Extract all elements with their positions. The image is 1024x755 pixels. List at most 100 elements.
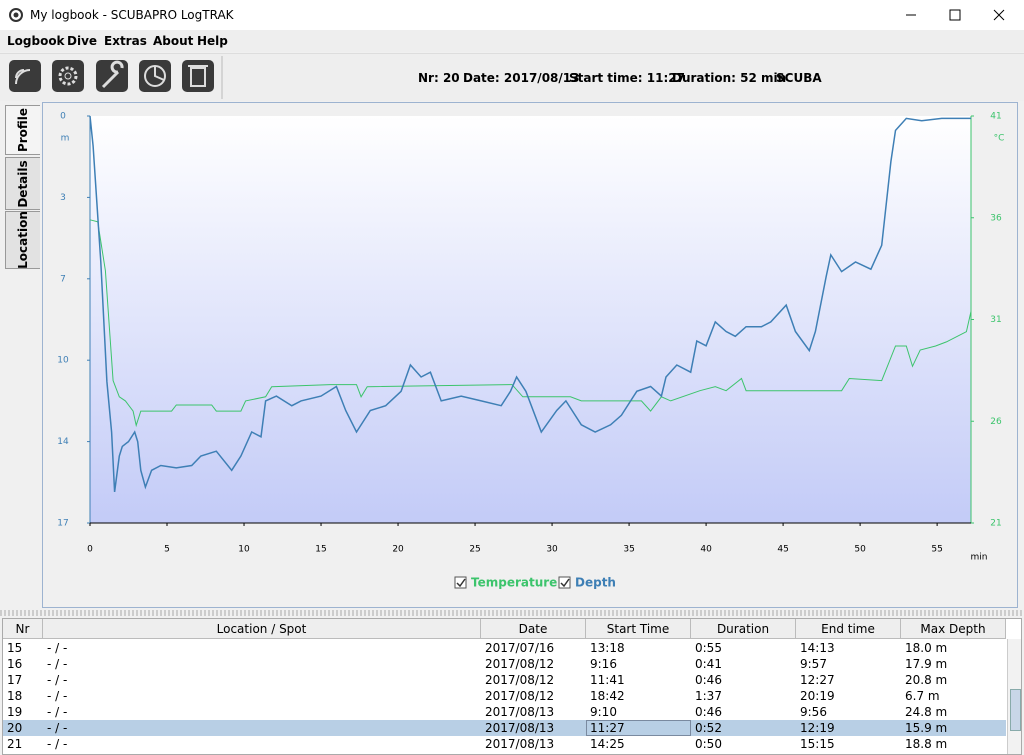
table-cell[interactable]: 2017/08/12 [485,689,555,703]
table-cell[interactable]: 15:15 [800,737,835,751]
table-cell[interactable]: - / - [47,689,68,703]
table-cell[interactable]: 2017/08/13 [485,705,555,719]
tab-label: Profile [16,107,30,153]
y2-tick-label: 36 [990,213,1002,223]
delete-button[interactable] [182,60,214,92]
y-tick-label: 0 [60,112,66,122]
legend-item[interactable]: Temperature [454,576,557,590]
table-cell[interactable]: 16 [7,657,23,671]
table-cell[interactable]: 9:57 [800,657,827,671]
splitter[interactable] [0,610,1024,616]
tab-label: Details [16,159,30,208]
dive-profile-chart: 0 3 7 10 14 17 21 26 31 36 41 0 5 10 15 20 25 30 35 40 45 50 5… [57,112,1005,590]
table-cell[interactable]: 17 [7,673,23,687]
column-header[interactable]: Nr [3,619,43,639]
column-header[interactable]: Max Depth [901,619,1006,639]
table-cell[interactable]: 0:52 [695,721,722,735]
settings-button[interactable] [52,60,84,92]
table-cell[interactable]: 2017/08/13 [485,737,555,751]
y-axis-label: m [61,134,70,144]
table-cell[interactable]: 0:46 [695,705,722,719]
table-cell[interactable]: - / - [47,673,68,687]
table-cell[interactable]: 0:55 [695,641,722,655]
table-cell[interactable]: 0:50 [695,737,722,751]
table-cell[interactable]: 18 [7,689,23,703]
table-cell[interactable]: 12:27 [800,673,835,687]
column-header[interactable]: Location / Spot [43,619,481,639]
table-cell[interactable]: 18:42 [590,689,625,703]
series-line [89,115,971,492]
table-cell[interactable]: 9:16 [590,657,617,671]
dive-info-item: Date: 2017/08/13 [463,71,580,85]
table-cell[interactable]: 18.8 m [905,737,948,751]
table-cell[interactable]: 17.9 m [905,657,948,671]
download-button[interactable] [9,60,41,92]
table-cell[interactable]: 21 [7,737,23,751]
table-cell[interactable]: 6.7 m [905,689,940,703]
table-cell[interactable]: 14:13 [800,641,835,655]
table-cell[interactable]: 2017/08/12 [485,673,555,687]
maximize[interactable] [949,9,961,21]
table-cell[interactable]: 11:27 [590,721,625,735]
table-cell[interactable]: 2017/08/12 [485,657,555,671]
table-cell[interactable]: 11:41 [590,673,625,687]
x-tick-label: 15 [315,545,326,555]
x-tick-label: 50 [854,545,866,555]
y-tick-label: 3 [60,193,66,203]
column-header[interactable]: Start Time [586,619,691,639]
menu-item[interactable]: Help [197,34,228,48]
legend-label: Depth [575,576,616,590]
table-cell[interactable]: - / - [47,641,68,655]
table-cell[interactable]: - / - [47,705,68,719]
menu-item[interactable]: Extras [104,34,147,48]
table-cell[interactable]: 0:46 [695,673,722,687]
table-cell[interactable]: 20 [7,721,23,735]
table-cell[interactable]: 2017/07/16 [485,641,555,655]
legend-checkbox [454,576,467,589]
column-header[interactable]: End time [796,619,901,639]
menu-item[interactable]: Logbook [7,34,65,48]
table-cell[interactable]: 1:37 [695,689,722,703]
table-cell[interactable]: 2017/08/13 [485,721,555,735]
selected-row [3,720,1006,736]
close[interactable] [993,9,1005,21]
table-cell[interactable]: 20:19 [800,689,835,703]
table-cell[interactable]: 9:10 [590,705,617,719]
table-cell[interactable]: 19 [7,705,23,719]
column-header[interactable]: Date [481,619,586,639]
table-cell[interactable]: 9:56 [800,705,827,719]
tab[interactable]: Details [5,157,40,210]
table-cell[interactable]: - / - [47,721,68,735]
window-controls[interactable] [890,0,1024,30]
table-cell[interactable]: 12:19 [800,721,835,735]
scrollbar[interactable] [1007,639,1021,754]
table-cell[interactable]: 0:41 [695,657,722,671]
table-cell[interactable]: 14:25 [590,737,625,751]
table-cell[interactable]: 15 [7,641,23,655]
y2-tick-label: 21 [990,519,1001,529]
app-icon [9,8,23,22]
table-cell[interactable]: 18.0 m [905,641,948,655]
table-cell[interactable]: - / - [47,657,68,671]
legend-label: Temperature [471,576,557,590]
y2-tick-label: 26 [990,417,1002,427]
dive-info-item: Duration: 52 min [672,71,787,85]
x-tick-label: 25 [469,545,480,555]
table-cell[interactable]: 15.9 m [905,721,948,735]
y2-axis-label: °C [994,134,1005,144]
x-tick-label: 45 [777,545,788,555]
tab[interactable]: Location [5,211,40,269]
x-tick-label: 55 [931,545,942,555]
table-cell[interactable]: 13:18 [590,641,625,655]
column-header[interactable]: Duration [691,619,796,639]
tab[interactable]: Profile [5,105,40,155]
legend-item[interactable]: Depth [558,576,616,590]
table-cell[interactable]: 20.8 m [905,673,948,687]
menu-item[interactable]: About [153,34,194,48]
scroll-thumb[interactable] [1010,689,1021,731]
menu-item[interactable]: Dive [67,34,98,48]
tools-button[interactable] [96,60,128,92]
stats-button[interactable] [139,60,171,92]
table-cell[interactable]: - / - [47,737,68,751]
table-cell[interactable]: 24.8 m [905,705,948,719]
